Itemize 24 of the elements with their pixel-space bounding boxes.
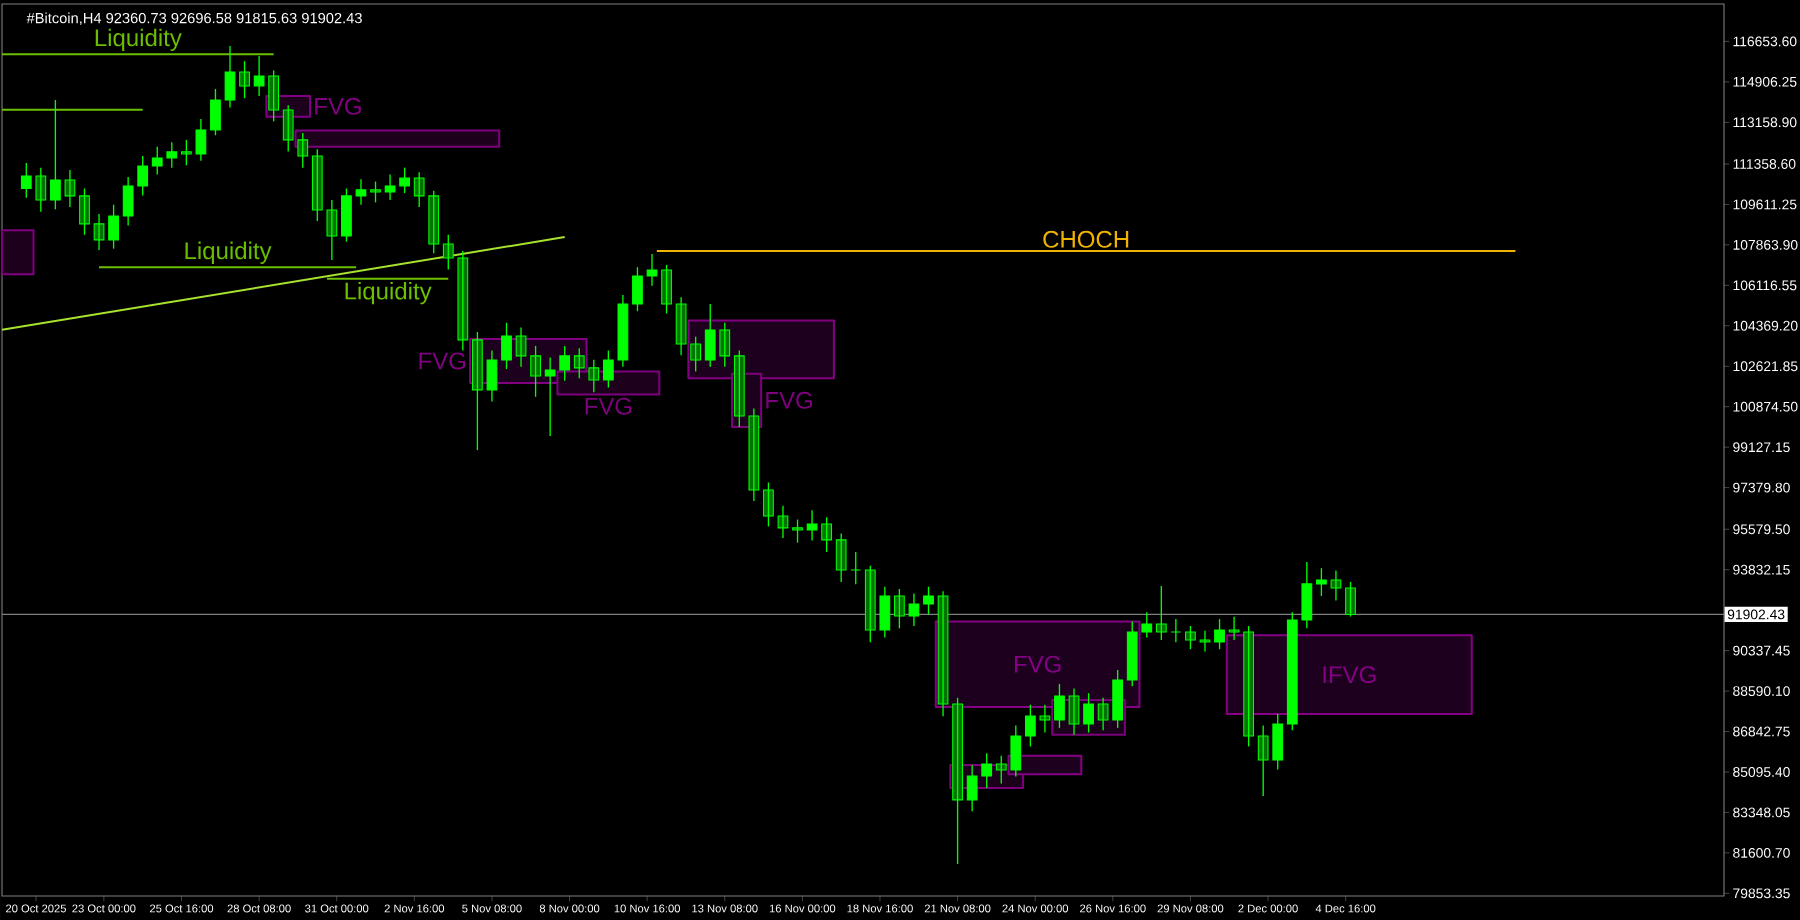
legend-label: FVG (1014, 655, 1061, 673)
candlestick (1170, 618, 1182, 643)
candlestick (850, 551, 862, 586)
candlestick (1054, 683, 1065, 729)
candlestick (1214, 618, 1225, 650)
candlestick (792, 518, 803, 544)
candlestick (79, 187, 90, 236)
legend-label: FVG (585, 397, 632, 415)
candlestick (370, 180, 381, 204)
series-label: Liquidity (185, 241, 272, 264)
series-label: CHOCH (1043, 230, 1129, 248)
legend-label: FVG (419, 352, 466, 370)
candlestick (923, 586, 934, 616)
legend-label: FVG (315, 97, 361, 115)
series-label: Liquidity (95, 28, 182, 52)
legend-label: IFVG (1323, 666, 1376, 684)
candlestick (501, 322, 512, 370)
candlestick (1345, 581, 1356, 618)
candlestick (210, 88, 221, 136)
candlestick (632, 266, 643, 312)
candlestick (1155, 585, 1167, 641)
legend-label: FVG (766, 391, 812, 409)
candlestick (835, 532, 847, 583)
series-label: Liquidity (345, 281, 432, 305)
